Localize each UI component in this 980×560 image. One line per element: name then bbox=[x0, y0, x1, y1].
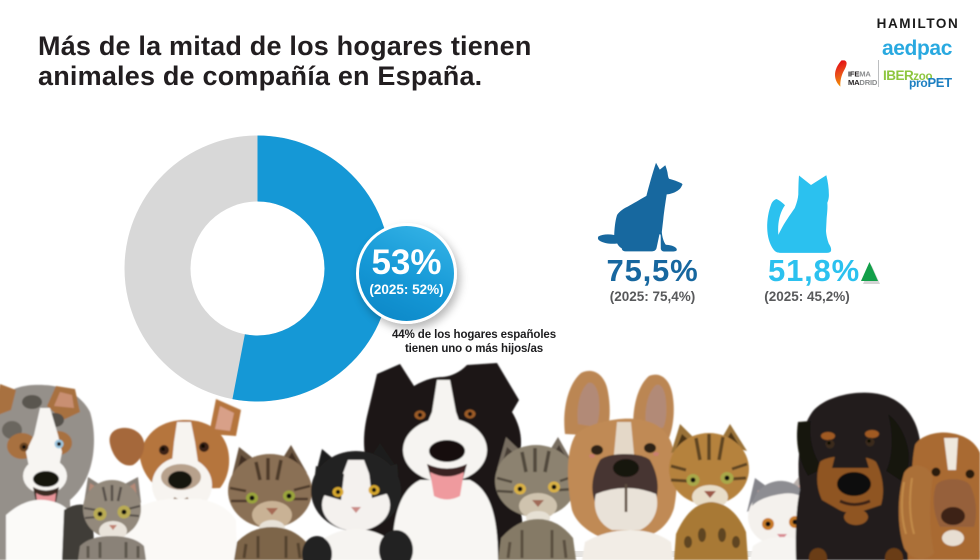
svg-text:IFEMA: IFEMA bbox=[848, 70, 871, 79]
svg-text:MADRID: MADRID bbox=[848, 78, 877, 87]
